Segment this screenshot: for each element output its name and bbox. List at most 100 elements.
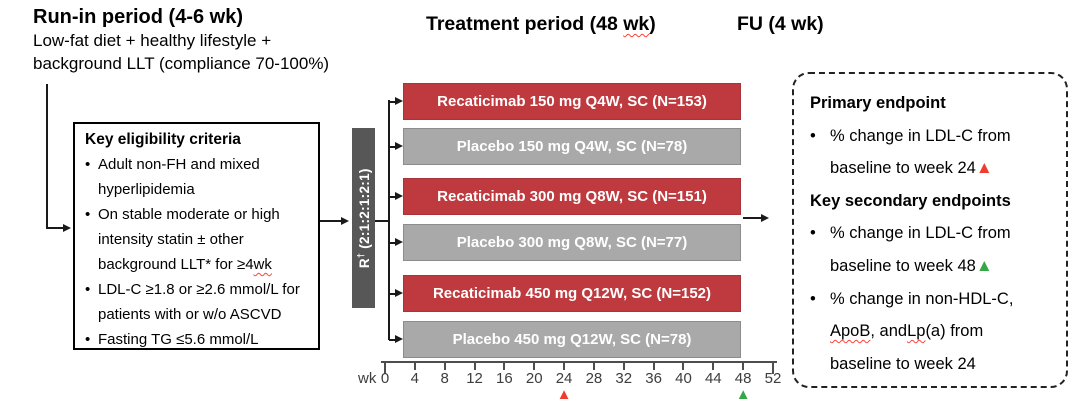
runin-connector-arrowhead-icon [63,224,71,232]
branch-line-arm1 [389,100,397,103]
branch-line-arm3 [389,195,397,198]
axis-tick [533,363,536,370]
week24-marker-icon: ▲ [556,386,572,403]
arms-to-endpoints-arrowhead-icon [761,214,769,222]
branch-arrowhead-arm4-icon [395,238,403,246]
eligibility-text: On stable moderate or high [98,206,280,223]
randomization-branch-stem [375,220,389,222]
axis-tick [443,363,446,370]
bullet-glyph: • [810,126,816,145]
eligibility-text: intensity statin ± other [98,231,244,248]
axis-tick [652,363,655,370]
endpoint-text: baseline to week 48 [830,256,976,275]
eligibility-line: • LDL-C ≥1.8 or ≥2.6 mmol/L for [85,277,314,302]
eligibility-text: hyperlipidemia [98,181,195,198]
runin-period-block: Run-in period (4-6 wk) Low-fat diet + he… [33,5,329,75]
eligibility-to-randomization-arrowhead-icon [341,217,349,225]
arm-bar-placebo-300: Placebo 300 mg Q8W, SC (N=77) [403,224,741,261]
bullet-glyph: • [85,331,91,348]
arm-bar-placebo-450: Placebo 450 mg Q12W, SC (N=78) [403,321,741,358]
axis-tick [384,363,386,374]
endpoint-text: baseline to week 24 [830,354,976,373]
endpoint-text: (a) from [925,322,984,341]
runin-connector-vline [46,84,48,229]
week48-marker-icon: ▲ [735,386,751,403]
eligibility-line: patients with or w/o ASCVD [85,302,314,327]
axis-tick-label: 12 [466,370,483,387]
treatment-period-title: Treatment period (48 wk) [426,13,656,36]
eligibility-wavy-word: wk [253,256,272,273]
bullet-glyph [85,177,98,202]
treatment-title-close: ) [649,13,656,35]
endpoint-line: • % change in non-HDL-C, [810,283,1058,316]
axis-tick-label: 20 [525,370,543,387]
bullet-glyph [85,302,98,327]
branch-arrowhead-arm3-icon [395,192,403,200]
axis-tick-label: 40 [675,370,692,387]
arm-label: Recaticimab 150 mg Q4W, SC (N=153) [437,93,707,110]
axis-tick [413,363,416,370]
endpoint-text: , and [870,322,908,341]
branch-arrowhead-arm5-icon [395,289,403,297]
arms-to-endpoints-line [743,217,763,219]
eligibility-title: Key eligibility criteria [85,131,241,148]
bullet-glyph [85,227,98,252]
axis-tick [682,363,685,370]
axis-tick-label: 28 [585,370,603,387]
endpoint-text: % change in LDL-C from [830,224,1011,243]
eligibility-text: Adult non-FH and mixed [98,156,260,173]
axis-tick [592,363,595,370]
axis-tick-label: 44 [704,370,722,387]
followup-period-title: FU (4 wk) [737,13,824,35]
primary-endpoint-heading: Primary endpoint [810,94,946,112]
runin-connector-hline [47,227,65,229]
arm-label: Placebo 450 mg Q12W, SC (N=78) [452,331,692,348]
bullet-glyph: • [85,206,91,223]
arm-label: Placebo 150 mg Q4W, SC (N=78) [456,138,688,155]
randomization-dagger: † [355,252,366,258]
randomization-ratio: (2:1:2:1:2:1) [356,168,372,253]
week-axis: 0 4 8 12 16 20 24 28 32 36 40 44 48 52 ▲… [381,361,781,411]
endpoint-line: baseline to week 24 [830,348,1058,381]
bullet-glyph: • [810,289,816,308]
eligibility-line: • On stable moderate or high [85,202,314,227]
endpoint-text: % change in non-HDL-C, [830,289,1014,308]
eligibility-text: background LLT* for ≥4 [98,256,254,273]
endpoint-line: baseline to week 48 ▲ [830,250,1058,283]
branch-arrowhead-arm6-icon [395,335,403,343]
randomization-r: R [356,257,372,268]
branch-line-arm2 [389,145,397,148]
randomization-branch-vline [388,100,390,340]
secondary-endpoints-heading: Key secondary endpoints [810,191,1011,210]
axis-tick-label: 4 [410,370,420,387]
axis-tick [563,363,566,370]
branch-arrowhead-arm1-icon [395,97,403,105]
endpoint-line: baseline to week 24 ▲ [830,152,1058,185]
axis-tick-label: 32 [615,370,633,387]
arm-label: Recaticimab 300 mg Q8W, SC (N=151) [437,188,707,205]
eligibility-line: background LLT* for ≥4 wk [85,252,314,277]
axis-unit-label: wk [358,370,377,387]
bullet-glyph: • [810,224,816,243]
arm-bar-recaticimab-150: Recaticimab 150 mg Q4W, SC (N=153) [403,83,741,120]
branch-line-arm6 [389,338,397,341]
arm-label: Recaticimab 450 mg Q12W, SC (N=152) [432,285,712,302]
week24-triangle-icon: ▲ [975,158,993,178]
bullet-glyph: • [85,156,91,173]
runin-period-line2: background LLT (compliance 70-100%) [33,54,330,73]
runin-period-line1: Low-fat diet + healthy lifestyle + [33,31,272,50]
eligibility-criteria-box: Key eligibility criteria • Adult non-FH a… [73,122,320,350]
axis-tick-label: 36 [645,370,662,387]
bullet-glyph: • [85,281,91,298]
axis-tick [772,363,774,374]
eligibility-line: intensity statin ± other [85,227,314,252]
arm-label: Placebo 300 mg Q8W, SC (N=77) [456,234,688,251]
eligibility-line: • Fasting TG ≤5.6 mmol/L [85,327,314,352]
endpoint-line: • % change in LDL-C from [810,217,1058,250]
endpoint-wavy-word: ApoB [830,322,871,341]
treatment-title-text: Treatment period (48 [426,13,624,35]
branch-line-arm5 [389,292,397,295]
axis-tick [503,363,506,370]
eligibility-text: Fasting TG ≤5.6 mmol/L [98,331,259,348]
axis-tick-label: 8 [440,370,449,387]
